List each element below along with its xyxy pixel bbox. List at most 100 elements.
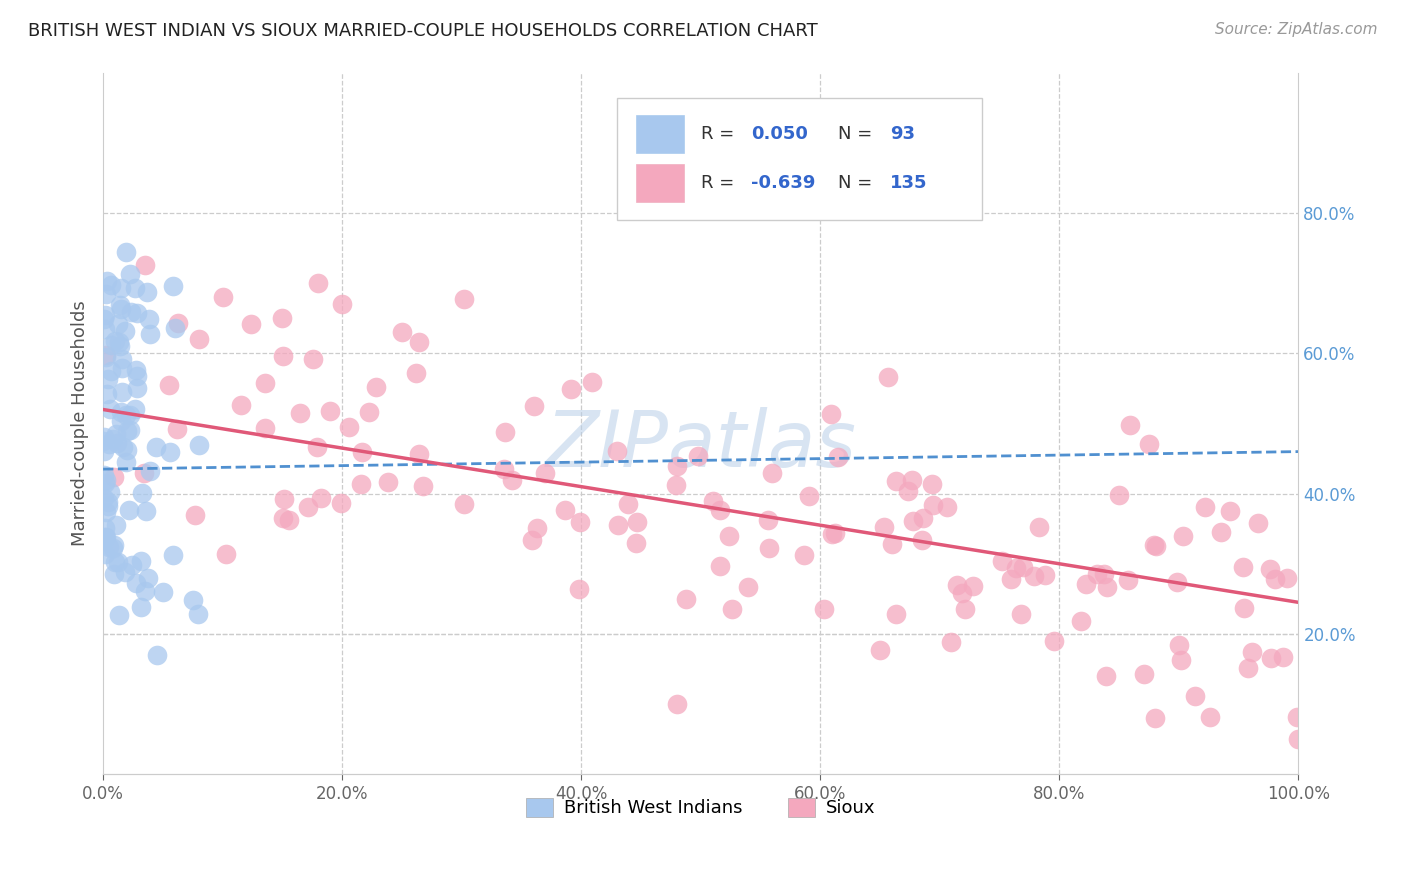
Point (115, 244, 138, 259)
Point (301, 352, 323, 367)
Point (114, 324, 136, 338)
Point (105, 436, 128, 450)
Point (96, 274, 118, 288)
Point (152, 584, 174, 599)
Point (910, 533, 932, 547)
Point (115, 408, 138, 422)
Point (1247, 516, 1270, 531)
Point (254, 421, 277, 435)
Point (1173, 529, 1195, 543)
Point (405, 367, 427, 381)
Point (737, 580, 759, 594)
Point (114, 565, 136, 579)
Point (103, 538, 125, 552)
Point (166, 317, 188, 331)
Point (330, 297, 353, 311)
Point (624, 536, 647, 550)
Point (111, 384, 134, 399)
Point (129, 554, 152, 568)
Point (1119, 417, 1142, 432)
Point (884, 607, 907, 621)
Point (626, 515, 648, 529)
Point (110, 280, 132, 294)
Point (350, 477, 373, 491)
Point (94, 322, 117, 336)
Point (702, 494, 724, 508)
Point (523, 400, 546, 414)
Point (96, 505, 118, 519)
Point (127, 369, 149, 384)
FancyBboxPatch shape (637, 164, 685, 202)
Point (1092, 567, 1115, 582)
Point (93, 434, 115, 448)
Point (946, 578, 969, 592)
Point (93, 521, 115, 535)
Point (666, 458, 689, 473)
Point (1241, 645, 1264, 659)
Point (124, 281, 146, 295)
Point (94, 348, 117, 362)
Point (359, 405, 381, 419)
Point (709, 503, 731, 517)
Point (162, 548, 184, 562)
Point (93, 468, 115, 483)
Point (921, 498, 943, 512)
Point (110, 301, 132, 316)
Point (131, 599, 153, 614)
Point (873, 520, 896, 534)
Point (288, 406, 311, 420)
Point (107, 555, 129, 569)
Point (1028, 520, 1050, 534)
Point (107, 608, 129, 623)
Point (100, 277, 122, 292)
Point (884, 474, 907, 488)
Point (494, 425, 516, 439)
Point (120, 423, 142, 437)
Point (273, 491, 295, 506)
Point (93, 308, 115, 322)
Point (560, 382, 582, 396)
Point (271, 349, 294, 363)
Point (117, 425, 139, 439)
Point (103, 567, 125, 582)
Point (526, 521, 548, 535)
Point (1005, 561, 1028, 575)
Point (950, 585, 973, 599)
Point (581, 375, 603, 389)
Point (157, 378, 180, 392)
Point (307, 440, 329, 454)
Point (125, 381, 148, 395)
Point (797, 489, 820, 503)
Point (94, 547, 117, 561)
Point (115, 455, 138, 469)
Point (93, 530, 115, 544)
Point (1232, 560, 1254, 574)
Point (554, 503, 576, 517)
Point (1166, 575, 1188, 590)
Point (110, 298, 132, 312)
Point (718, 529, 741, 543)
Point (229, 398, 252, 412)
Point (962, 579, 984, 593)
Point (97, 499, 120, 513)
Text: ZIPatlas: ZIPatlas (546, 407, 856, 483)
Point (131, 486, 153, 500)
Point (408, 447, 430, 461)
Point (921, 476, 943, 491)
Point (145, 440, 167, 454)
Point (319, 404, 342, 418)
Point (1035, 568, 1057, 582)
Point (820, 408, 842, 422)
Point (1260, 651, 1282, 665)
Y-axis label: Married-couple Households: Married-couple Households (72, 301, 89, 547)
Point (869, 643, 891, 657)
Point (120, 409, 142, 423)
Point (94, 476, 117, 491)
Point (240, 317, 263, 331)
Point (756, 513, 779, 527)
Point (104, 556, 127, 570)
Point (955, 602, 977, 616)
Point (139, 464, 162, 478)
Point (132, 466, 155, 480)
Point (111, 361, 134, 376)
